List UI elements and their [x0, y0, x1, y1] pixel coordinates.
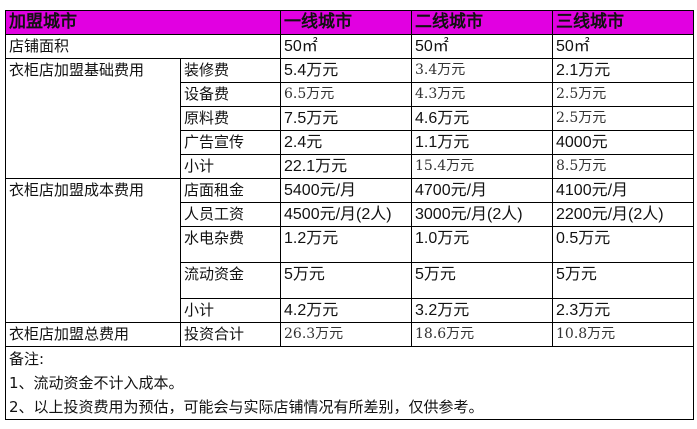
row-label: 店铺面积: [5, 34, 281, 59]
cell: 5400元/月: [280, 178, 412, 203]
cell: 8.5万元: [552, 154, 694, 179]
cell: 50㎡: [411, 34, 553, 59]
group-label: 衣柜店加盟成本费用: [5, 178, 181, 323]
cell: 4000元: [552, 130, 694, 155]
cell: 50㎡: [552, 34, 694, 59]
cell: 4.2万元: [280, 298, 412, 323]
cell: 4.3万元: [411, 82, 553, 107]
cell: 3.4万元: [411, 58, 553, 83]
group-label: 衣柜店加盟基础费用: [5, 58, 181, 179]
cell: 1.2万元: [280, 226, 412, 263]
item-label: 投资合计: [180, 322, 281, 347]
cell: 5万元: [280, 262, 412, 299]
cell: 4700元/月: [411, 178, 553, 203]
item-label: 流动资金: [180, 262, 281, 299]
cell: 2.5万元: [552, 82, 694, 107]
cell: 7.5万元: [280, 106, 412, 131]
item-label: 小计: [180, 298, 281, 323]
table-row: 广告宣传 2.4元 1.1万元 4000元: [6, 130, 694, 155]
table-row: 衣柜店加盟基础费用 装修费 5.4万元 3.4万元 2.1万元: [5, 58, 694, 179]
item-label: 店面租金: [180, 178, 281, 203]
header-label: 加盟城市: [5, 10, 281, 35]
table-row: 小计 22.1万元 15.4万元 8.5万元: [6, 154, 694, 179]
cell: 10.8万元: [552, 322, 694, 347]
item-label: 广告宣传: [180, 130, 281, 155]
header-row: 加盟城市 一线城市 二线城市 三线城市: [5, 10, 694, 35]
cell: 18.6万元: [411, 322, 553, 347]
notes-title: 备注:: [9, 350, 45, 368]
cell: 3.2万元: [411, 298, 553, 323]
table-row: 店铺面积 50㎡ 50㎡ 50㎡: [5, 34, 694, 59]
cell: 2.1万元: [552, 58, 694, 83]
cell: 50㎡: [280, 34, 412, 59]
table-row: 衣柜店加盟成本费用 店面租金 5400元/月 4700元/月 4100元/月: [5, 178, 694, 323]
table-row: 流动资金 5万元 5万元 5万元: [6, 262, 694, 299]
cell: 2.4元: [280, 130, 412, 155]
cell: 4.6万元: [411, 106, 553, 131]
note-item: 1、流动资金不计入成本。: [9, 374, 184, 392]
item-label: 水电杂费: [180, 226, 281, 263]
cell: 0.5万元: [552, 226, 694, 263]
table-row: 衣柜店加盟总费用 投资合计 26.3万元 18.6万元 10.8万元: [5, 322, 694, 347]
header-tier2: 二线城市: [411, 10, 553, 35]
item-label: 人员工资: [180, 202, 281, 227]
table-row: 人员工资 4500元/月(2人) 3000元/月(2人) 2200元/月(2人): [6, 202, 694, 227]
cell: 5.4万元: [280, 58, 412, 83]
notes-row: 备注: 1、流动资金不计入成本。 2、以上投资费用为预估，可能会与实际店铺情况有…: [5, 346, 694, 420]
cell: 5万元: [552, 262, 694, 299]
cell: 3000元/月(2人): [411, 202, 553, 227]
table-row: 小计 4.2万元 3.2万元 2.3万元: [6, 298, 694, 323]
notes: 备注: 1、流动资金不计入成本。 2、以上投资费用为预估，可能会与实际店铺情况有…: [5, 346, 694, 420]
item-label: 原料费: [180, 106, 281, 131]
cell: 26.3万元: [280, 322, 412, 347]
cell: 1.0万元: [411, 226, 553, 263]
cell: 2.5万元: [552, 106, 694, 131]
group-label: 衣柜店加盟总费用: [5, 322, 181, 347]
cell: 4500元/月(2人): [280, 202, 412, 227]
cell: 2.3万元: [552, 298, 694, 323]
item-label: 小计: [180, 154, 281, 179]
cell: 2200元/月(2人): [552, 202, 694, 227]
franchise-cost-table: 加盟城市 一线城市 二线城市 三线城市 店铺面积 50㎡ 50㎡ 50㎡ 衣柜店…: [5, 10, 694, 420]
cell: 1.1万元: [411, 130, 553, 155]
table-row: 设备费 6.5万元 4.3万元 2.5万元: [6, 82, 694, 107]
table-row: 水电杂费 1.2万元 1.0万元 0.5万元: [6, 226, 694, 263]
cell: 6.5万元: [280, 82, 412, 107]
cell: 15.4万元: [411, 154, 553, 179]
header-tier1: 一线城市: [280, 10, 412, 35]
cell: 22.1万元: [280, 154, 412, 179]
table-row: 原料费 7.5万元 4.6万元 2.5万元: [6, 106, 694, 131]
item-label: 设备费: [180, 82, 281, 107]
item-label: 装修费: [180, 58, 281, 83]
cell: 4100元/月: [552, 178, 694, 203]
header-tier3: 三线城市: [552, 10, 694, 35]
note-item: 2、以上投资费用为预估，可能会与实际店铺情况有所差别，仅供参考。: [9, 398, 484, 416]
cell: 5万元: [411, 262, 553, 299]
